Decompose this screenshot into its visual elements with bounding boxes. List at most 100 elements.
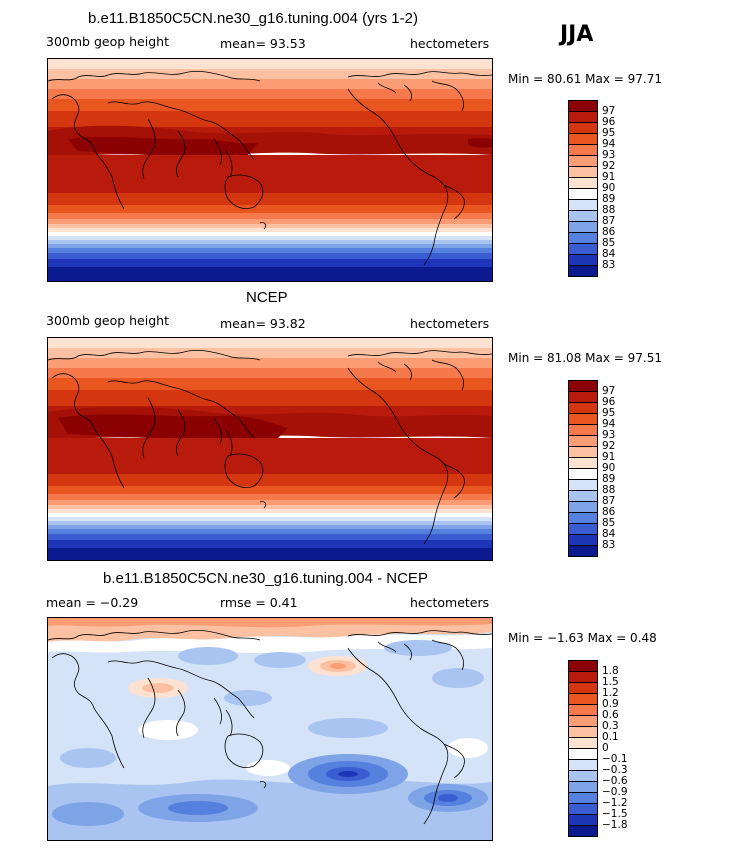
colorbar-swatch xyxy=(569,480,597,491)
colorbar-swatch xyxy=(569,694,597,705)
colorbar-swatch xyxy=(569,458,597,469)
band xyxy=(48,69,492,79)
panel-2-mean-label: mean= 93.82 xyxy=(220,316,306,331)
band xyxy=(48,248,492,253)
colorbar-swatch xyxy=(569,661,597,672)
region xyxy=(60,748,116,768)
panel-1-map-svg xyxy=(48,59,492,281)
panel-1-units-label: hectometers xyxy=(410,36,490,51)
panel-2-map-svg xyxy=(48,338,492,560)
colorbar-swatch xyxy=(569,771,597,782)
colorbar-swatch xyxy=(569,112,597,123)
band xyxy=(48,368,492,378)
tick-label: 0.9 xyxy=(602,698,619,710)
band xyxy=(48,240,492,244)
colorbar-swatch xyxy=(569,546,597,556)
band xyxy=(48,438,492,474)
tick-label: 0.6 xyxy=(602,709,619,721)
tick-label: −0.1 xyxy=(602,753,628,765)
band xyxy=(48,236,492,240)
panel-1-map xyxy=(47,58,493,282)
band xyxy=(48,513,492,517)
band xyxy=(48,358,492,368)
tick-label: 91 xyxy=(602,451,616,463)
colorbar-swatch xyxy=(569,200,597,211)
band xyxy=(48,525,492,529)
colorbar-swatch xyxy=(569,134,597,145)
colorbar-swatch xyxy=(569,804,597,815)
band xyxy=(48,494,492,500)
tick-label: −1.8 xyxy=(602,819,628,831)
colorbar-swatch xyxy=(569,123,597,134)
band xyxy=(48,219,492,224)
region xyxy=(438,794,458,802)
tick-label: 96 xyxy=(602,396,616,408)
region xyxy=(138,720,198,740)
colorbar-swatch xyxy=(569,447,597,458)
coastlines xyxy=(48,629,492,825)
region xyxy=(48,779,492,840)
region xyxy=(330,663,346,669)
panel-2-units-label: hectometers xyxy=(410,316,490,331)
colorbar-swatch xyxy=(569,524,597,535)
colorbar-swatch xyxy=(569,727,597,738)
tick-label: 0.1 xyxy=(602,731,619,743)
band xyxy=(68,136,258,156)
panel-3-minmax: Min = −1.63 Max = 0.48 xyxy=(508,631,657,645)
tick-label: 83 xyxy=(602,259,616,271)
band xyxy=(48,517,492,521)
tick-label: 1.8 xyxy=(602,665,619,677)
tick-label: −0.6 xyxy=(602,775,628,787)
tick-label: −1.2 xyxy=(602,797,628,809)
colorbar-swatch xyxy=(569,502,597,513)
band xyxy=(58,414,288,439)
tick-label: 83 xyxy=(602,539,616,551)
colorbar-swatch xyxy=(569,683,597,694)
band xyxy=(48,259,492,267)
region xyxy=(448,738,488,758)
region xyxy=(384,640,452,656)
colorbar-swatch xyxy=(569,469,597,480)
tick-label: 90 xyxy=(602,182,616,194)
panel-1-colorbar xyxy=(568,100,598,277)
colorbar-swatch xyxy=(569,211,597,222)
band xyxy=(48,244,492,248)
region xyxy=(168,801,228,815)
colorbar-swatch xyxy=(569,793,597,804)
colorbar-swatch xyxy=(569,233,597,244)
tick-label: 88 xyxy=(602,484,616,496)
tick-label: 94 xyxy=(602,138,616,150)
colorbar-swatch xyxy=(569,255,597,266)
colorbar-swatch xyxy=(569,392,597,403)
panel-3-map xyxy=(47,617,493,841)
band xyxy=(48,500,492,505)
region xyxy=(224,690,272,706)
colorbar-swatch xyxy=(569,826,597,836)
panel-1-minmax: Min = 80.61 Max = 97.71 xyxy=(508,72,662,86)
colorbar-swatch xyxy=(569,222,597,233)
colorbar-swatch xyxy=(569,491,597,502)
region xyxy=(246,760,290,776)
band xyxy=(48,509,492,513)
band xyxy=(48,79,492,89)
tick-label: 87 xyxy=(602,215,616,227)
region xyxy=(308,718,388,738)
tick-label: 86 xyxy=(602,506,616,518)
tick-label: 92 xyxy=(602,440,616,452)
region xyxy=(52,802,124,826)
colorbar-swatch xyxy=(569,760,597,771)
colorbar-swatch xyxy=(569,403,597,414)
tick-label: −0.3 xyxy=(602,764,628,776)
colorbar-swatch xyxy=(569,167,597,178)
colorbar-swatch xyxy=(569,705,597,716)
band xyxy=(48,548,492,560)
tick-label: 90 xyxy=(602,462,616,474)
season-label: JJA xyxy=(560,22,594,47)
tick-label: 88 xyxy=(602,204,616,216)
region xyxy=(48,634,492,654)
colorbar-swatch xyxy=(569,738,597,749)
tick-label: 92 xyxy=(602,160,616,172)
panel-2-colorbar xyxy=(568,380,598,557)
panel-2-title: NCEP xyxy=(246,289,288,306)
tick-label: 84 xyxy=(602,248,616,260)
